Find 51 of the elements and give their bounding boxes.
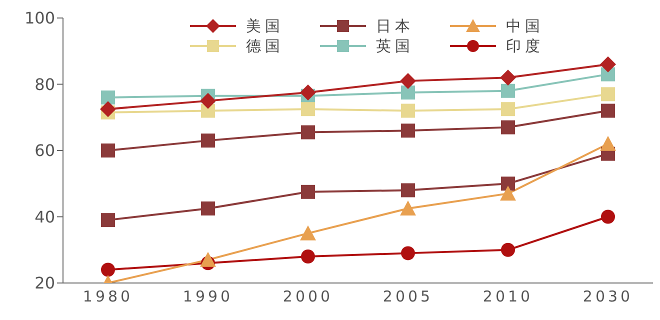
point [401, 183, 415, 198]
x-tick-label: 1990 [182, 288, 234, 306]
point [200, 92, 216, 109]
point [301, 102, 315, 116]
point [500, 186, 516, 201]
point [301, 184, 315, 199]
legend-label: 日本 [376, 16, 414, 36]
point [601, 210, 615, 224]
y-tick-label: 40 [34, 207, 55, 226]
point [501, 102, 515, 116]
point [500, 70, 516, 86]
point [600, 136, 616, 151]
point [501, 242, 515, 257]
x-tick-label: 1980 [82, 288, 134, 306]
point [101, 262, 115, 277]
point [101, 213, 115, 228]
point [301, 125, 315, 140]
point [300, 84, 316, 101]
y-tick-label: 100 [24, 8, 55, 28]
point [401, 86, 415, 100]
point [400, 200, 416, 216]
point [300, 225, 316, 240]
point [101, 144, 115, 158]
point [401, 104, 415, 118]
x-tick-label: 2010 [482, 288, 534, 306]
legend-label: 美国 [246, 16, 284, 36]
legend-label: 德国 [246, 36, 284, 56]
point [401, 246, 415, 260]
point [301, 250, 315, 264]
point [600, 56, 616, 72]
point [601, 87, 615, 102]
legend-label: 印度 [506, 36, 544, 56]
point [501, 120, 515, 134]
point [100, 101, 116, 118]
point [200, 252, 216, 267]
point [401, 124, 415, 138]
point [201, 201, 215, 216]
point [501, 84, 515, 98]
x-tick-label: 2000 [282, 288, 334, 306]
legend-label: 英国 [376, 36, 414, 56]
point [501, 176, 515, 191]
y-tick-label: 80 [34, 74, 55, 94]
point [101, 90, 115, 104]
y-tick-label: 60 [34, 141, 55, 160]
point [400, 72, 416, 89]
point [201, 134, 215, 148]
x-tick-label: 2030 [582, 288, 634, 306]
x-tick-label: 2005 [382, 288, 434, 306]
y-tick-label: 20 [34, 274, 55, 293]
legend-label: 中国 [506, 16, 544, 36]
point [601, 104, 615, 118]
